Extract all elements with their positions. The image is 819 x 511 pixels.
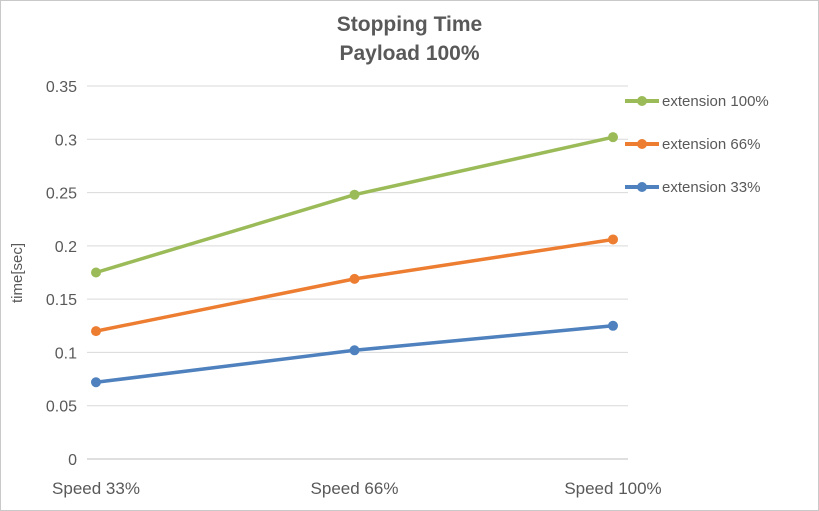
legend-dot-icon xyxy=(637,96,647,106)
data-point-marker xyxy=(91,377,101,388)
series-line-extension-66- xyxy=(94,237,615,333)
y-tick-label: 0.15 xyxy=(46,292,77,309)
legend: extension 100% extension 66% extension 33% xyxy=(625,91,769,197)
legend-line-marker-icon xyxy=(625,139,659,149)
legend-label: extension 66% xyxy=(662,135,761,153)
y-tick-label: 0.05 xyxy=(46,399,77,416)
data-point-marker xyxy=(349,345,360,356)
legend-line-marker-icon xyxy=(625,182,659,192)
data-point-marker xyxy=(91,267,101,278)
legend-dot-icon xyxy=(637,182,647,192)
legend-dot-icon xyxy=(637,139,647,149)
y-tick-label: 0.3 xyxy=(55,132,77,149)
data-point-marker xyxy=(608,234,618,245)
x-category-label: Speed 33% xyxy=(52,479,140,498)
data-point-marker xyxy=(349,273,360,284)
x-category-label: Speed 66% xyxy=(311,479,399,498)
legend-line-marker-icon xyxy=(625,96,659,106)
legend-item: extension 33% xyxy=(625,177,769,197)
y-tick-label: 0 xyxy=(68,452,77,469)
y-tick-label: 0.2 xyxy=(55,239,77,256)
legend-item: extension 100% xyxy=(625,91,769,111)
y-tick-label: 0.35 xyxy=(46,79,77,96)
data-point-marker xyxy=(349,189,360,200)
legend-label: extension 100% xyxy=(662,92,769,110)
legend-item: extension 66% xyxy=(625,134,769,154)
chart-title: Stopping Time Payload 100% xyxy=(1,11,818,69)
y-tick-label: 0.1 xyxy=(55,345,77,362)
legend-label: extension 33% xyxy=(662,178,761,196)
data-point-marker xyxy=(91,326,101,337)
chart-title-line1: Stopping Time xyxy=(336,13,483,36)
data-point-marker xyxy=(608,132,618,143)
chart-title-line2: Payload 100% xyxy=(339,41,480,65)
data-point-marker xyxy=(608,320,618,331)
y-tick-label: 0.25 xyxy=(46,186,77,203)
x-category-label: Speed 100% xyxy=(564,479,661,498)
